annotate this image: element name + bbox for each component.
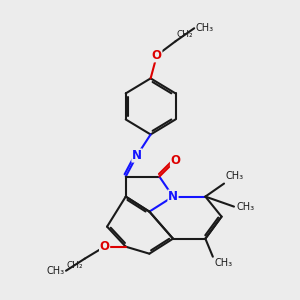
Text: CH₃: CH₃ — [214, 258, 232, 268]
Text: O: O — [170, 154, 181, 167]
Text: CH₃: CH₃ — [196, 23, 214, 33]
Text: CH₂: CH₂ — [67, 261, 83, 270]
Text: CH₃: CH₃ — [226, 171, 244, 181]
Text: CH₃: CH₃ — [46, 266, 64, 276]
Text: N: N — [132, 149, 142, 162]
Text: CH₂: CH₂ — [177, 30, 194, 39]
Text: O: O — [100, 240, 110, 253]
Text: O: O — [152, 49, 162, 62]
Text: N: N — [168, 190, 178, 203]
Text: CH₃: CH₃ — [236, 202, 254, 212]
